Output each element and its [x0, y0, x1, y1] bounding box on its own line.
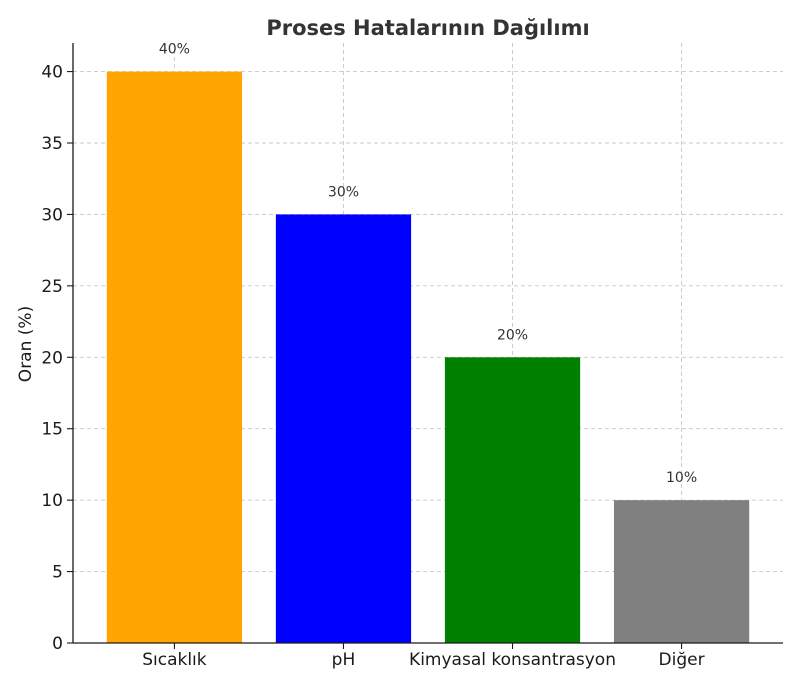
bar-value-label: 10% [666, 470, 697, 486]
y-tick-label: 30 [41, 205, 63, 225]
x-tick-label: Sıcaklık [142, 650, 207, 670]
bar-value-label: 40% [159, 42, 190, 58]
chart-title: Proses Hatalarının Dağılımı [266, 16, 589, 40]
y-tick-label: 25 [41, 277, 63, 297]
data-labels: 40% 30% 20% 10% [159, 42, 697, 487]
y-tick-label: 5 [52, 563, 63, 583]
bar [106, 71, 243, 644]
y-tick-label: 20 [41, 348, 63, 368]
x-tick-label: Diğer [659, 650, 705, 670]
bars [106, 71, 750, 644]
bar [275, 214, 412, 643]
y-ticks: 0 5 10 15 20 25 30 35 40 [41, 63, 73, 654]
y-tick-label: 0 [52, 634, 63, 654]
bar-value-label: 20% [497, 327, 528, 343]
bar [444, 357, 581, 643]
bar [613, 500, 750, 643]
x-tick-label: Kimyasal konsantrasyon [409, 650, 616, 670]
y-tick-label: 40 [41, 63, 63, 83]
x-tick-label: pH [332, 650, 356, 670]
bar-value-label: 30% [328, 184, 359, 200]
y-tick-label: 15 [41, 420, 63, 440]
y-tick-label: 10 [41, 491, 63, 511]
x-ticks: Sıcaklık pH Kimyasal konsantrasyon Diğer [142, 643, 705, 670]
y-axis-label: Oran (%) [16, 306, 36, 382]
y-tick-label: 35 [41, 134, 63, 154]
